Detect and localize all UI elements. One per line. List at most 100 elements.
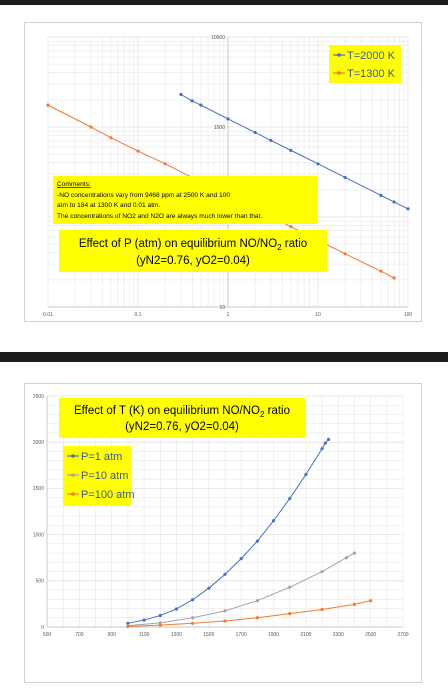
pressure-series-point xyxy=(109,136,113,140)
temperature-series-point xyxy=(344,556,348,560)
pressure-series-point xyxy=(316,162,320,166)
temperature-series-point xyxy=(239,557,243,561)
legend-marker-1atm xyxy=(71,454,75,458)
pressure-chart-x-ticks: 0.01 0.1 1 10 100 xyxy=(43,312,412,318)
temperature-series-point xyxy=(158,623,162,627)
temperature-y-tick-label: 2000 xyxy=(33,440,44,446)
pressure-series-point xyxy=(179,92,183,97)
temperature-y-tick-label: 1000 xyxy=(33,532,44,538)
comments-heading: Comments: xyxy=(57,181,91,188)
temperature-series-line-0 xyxy=(127,439,329,624)
pressure-chart-title-main: Effect of P (atm) on equilibrium NO/NO xyxy=(79,238,277,250)
pressure-series-point xyxy=(379,269,383,273)
pressure-series-point xyxy=(190,99,194,103)
pressure-x-tick-label: 0.1 xyxy=(135,312,142,318)
temperature-chart-title-end: ratio xyxy=(264,405,290,417)
temperature-series-point xyxy=(320,447,324,451)
temperature-series-point xyxy=(191,598,195,602)
pressure-x-tick-label: 0.01 xyxy=(43,312,53,318)
pressure-series-point xyxy=(226,117,230,121)
pressure-series-point xyxy=(46,103,50,107)
pressure-series-point xyxy=(406,207,410,211)
pressure-x-tick-label: 10 xyxy=(315,312,321,318)
separator-bar xyxy=(0,352,448,362)
pressure-series-point xyxy=(343,175,347,180)
temperature-y-tick-label: 500 xyxy=(36,579,45,585)
temperature-chart-title-main: Effect of T (K) on equilibrium NO/NO xyxy=(74,405,260,417)
temperature-series-point xyxy=(255,539,259,543)
pressure-series-point xyxy=(253,130,257,135)
temperature-series-point xyxy=(158,621,162,625)
temperature-x-tick-label: 2300 xyxy=(333,632,344,638)
temperature-series-point xyxy=(191,616,195,620)
legend-label-2000k: T=2000 K xyxy=(347,50,396,62)
temperature-y-tick-label: 1500 xyxy=(33,486,44,492)
pressure-series-point xyxy=(289,225,293,229)
temperature-series-point xyxy=(352,602,357,606)
legend-label-100atm: P=100 atm xyxy=(81,489,135,501)
temperature-series-point xyxy=(126,621,130,625)
temperature-series-point xyxy=(320,569,324,574)
temperature-series-point xyxy=(223,572,227,576)
pressure-x-tick-label: 100 xyxy=(404,312,413,318)
pressure-series-line-0 xyxy=(180,94,409,210)
temperature-x-tick-label: 1100 xyxy=(139,632,150,638)
pressure-series-point xyxy=(392,200,396,204)
temperature-x-tick-label: 1500 xyxy=(203,632,214,638)
pressure-series-point xyxy=(269,138,273,142)
pressure-chart-title-subscript: 2 xyxy=(277,243,282,252)
legend-label-10atm: P=10 atm xyxy=(81,470,128,482)
temperature-series-point xyxy=(174,607,179,611)
pressure-chart-svg: 10 100 1000 10000 0.01 0.1 1 10 100 Comments: -… xyxy=(43,35,412,318)
temperature-x-tick-label: 1900 xyxy=(268,632,279,638)
temperature-series-point xyxy=(255,616,259,620)
pressure-series-point xyxy=(199,103,203,107)
temperature-series-point xyxy=(369,599,373,603)
temperature-series-point xyxy=(126,624,130,629)
temperature-series-point xyxy=(323,441,327,445)
temperature-series-point xyxy=(271,519,276,523)
temperature-y-tick-label: 2500 xyxy=(33,394,44,400)
comments-line-1: -NO concentrations vary from 9468 ppm at… xyxy=(57,192,230,199)
pressure-y-tick-label: 10 xyxy=(219,305,225,311)
temperature-series-point xyxy=(288,585,292,589)
temperature-series-point xyxy=(352,551,357,555)
temperature-x-tick-label: 2500 xyxy=(365,632,376,638)
temperature-series-point xyxy=(191,621,195,625)
top-dark-bar xyxy=(0,0,448,5)
pressure-series-point xyxy=(136,149,140,153)
temperature-chart-series xyxy=(126,437,373,629)
temperature-series-point xyxy=(288,496,292,501)
pressure-series-point xyxy=(392,276,396,280)
temperature-x-tick-label: 1300 xyxy=(171,632,182,638)
pressure-y-tick-label: 10000 xyxy=(211,35,225,41)
temperature-chart: 0 500 1000 1500 2000 2500 500 700 900 1100 1300 15… xyxy=(24,383,422,683)
pressure-series-point xyxy=(89,125,93,129)
legend-marker-2000k xyxy=(337,53,341,57)
pressure-chart-legend: T=2000 K T=1300 K xyxy=(329,45,401,83)
pressure-chart: 10 100 1000 10000 0.01 0.1 1 10 100 Comments: -… xyxy=(24,22,422,322)
temperature-chart-title-box: Effect of T (K) on equilibrium NO/NO2 ra… xyxy=(59,398,305,438)
comments-line-2: atm to 184 at 1300 K and 0.01 atm. xyxy=(57,202,161,209)
temperature-x-tick-label: 2100 xyxy=(300,632,311,638)
pressure-y-tick-label: 1000 xyxy=(214,125,225,131)
pressure-chart-title-line-1: Effect of P (atm) on equilibrium NO/NO2 … xyxy=(79,238,307,252)
temperature-chart-title-line-2: (yN2=0.76, yO2=0.04) xyxy=(125,421,239,433)
pressure-series-point xyxy=(379,193,383,197)
temperature-x-tick-label: 700 xyxy=(75,632,84,638)
temperature-series-point xyxy=(158,613,162,618)
pressure-chart-title-box: Effect of P (atm) on equilibrium NO/NO2 … xyxy=(59,230,327,272)
pressure-series-point xyxy=(163,162,167,166)
temperature-series-point xyxy=(223,619,227,623)
pressure-chart-title-end: ratio xyxy=(282,238,308,250)
temperature-x-tick-label: 900 xyxy=(108,632,117,638)
pressure-chart-title-line-2: (yN2=0.76, yO2=0.04) xyxy=(136,255,250,267)
temperature-x-tick-label: 2700 xyxy=(397,632,408,638)
pressure-series-point xyxy=(343,252,347,256)
legend-marker-100atm xyxy=(71,492,75,496)
legend-label-1300k: T=1300 K xyxy=(347,68,396,80)
temperature-series-point xyxy=(304,472,308,477)
temperature-chart-title-subscript: 2 xyxy=(260,410,265,419)
temperature-series-point xyxy=(207,586,211,590)
